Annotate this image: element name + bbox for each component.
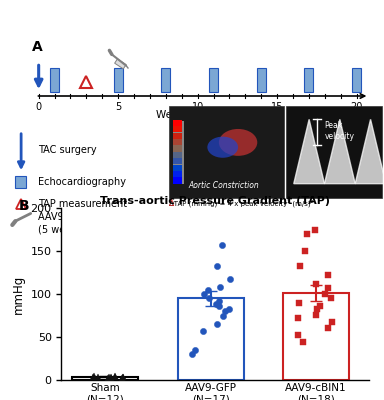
Title: Trans-aortic Pressure Gradient (TAP): Trans-aortic Pressure Gradient (TAP) — [100, 196, 330, 206]
Y-axis label: mmHg: mmHg — [12, 274, 25, 314]
Ellipse shape — [219, 129, 257, 156]
Bar — [352, 68, 361, 92]
Bar — [161, 68, 170, 92]
Bar — [257, 68, 266, 92]
Bar — [173, 158, 182, 164]
Bar — [115, 59, 126, 69]
Text: AAV9 at Time 0: AAV9 at Time 0 — [38, 212, 113, 222]
Bar — [173, 126, 182, 132]
Text: B: B — [18, 200, 29, 214]
Text: 0: 0 — [36, 102, 42, 112]
Text: TAP measurement: TAP measurement — [38, 199, 127, 209]
Bar — [283, 293, 349, 380]
Bar — [73, 376, 138, 380]
Polygon shape — [355, 119, 384, 184]
Text: 15: 15 — [271, 102, 283, 112]
Bar — [173, 121, 184, 184]
Ellipse shape — [207, 137, 238, 158]
Text: Echocardiography: Echocardiography — [38, 177, 126, 187]
Text: 10: 10 — [192, 102, 204, 112]
Bar — [173, 133, 182, 139]
Text: Aortic Constriction: Aortic Constriction — [188, 182, 259, 190]
Text: ΔTAP (mmHg) = 4 x peak velocity² (m/s)²: ΔTAP (mmHg) = 4 x peak velocity² (m/s)² — [169, 199, 313, 206]
Text: Peak
velocity: Peak velocity — [324, 121, 354, 140]
Bar — [173, 178, 182, 184]
Bar — [173, 139, 182, 145]
Text: (5 weeks post TAC): (5 weeks post TAC) — [38, 225, 132, 235]
Bar — [173, 152, 182, 158]
Text: A: A — [31, 40, 42, 54]
Polygon shape — [294, 119, 324, 184]
Bar — [305, 68, 313, 92]
Bar — [50, 68, 59, 92]
Bar — [169, 106, 284, 198]
Bar — [173, 171, 182, 177]
Text: 5: 5 — [115, 102, 121, 112]
Bar — [178, 298, 243, 380]
Text: Δ: Δ — [169, 199, 174, 208]
Bar — [15, 176, 26, 188]
Bar — [173, 146, 182, 152]
Bar — [286, 106, 382, 198]
Text: TAC surgery: TAC surgery — [38, 145, 97, 155]
Bar — [173, 120, 182, 126]
Text: Weeks post TAC: Weeks post TAC — [156, 110, 239, 120]
Text: 20: 20 — [350, 102, 363, 112]
Bar — [173, 165, 182, 171]
Polygon shape — [324, 119, 355, 184]
Bar — [114, 68, 122, 92]
Bar — [209, 68, 218, 92]
